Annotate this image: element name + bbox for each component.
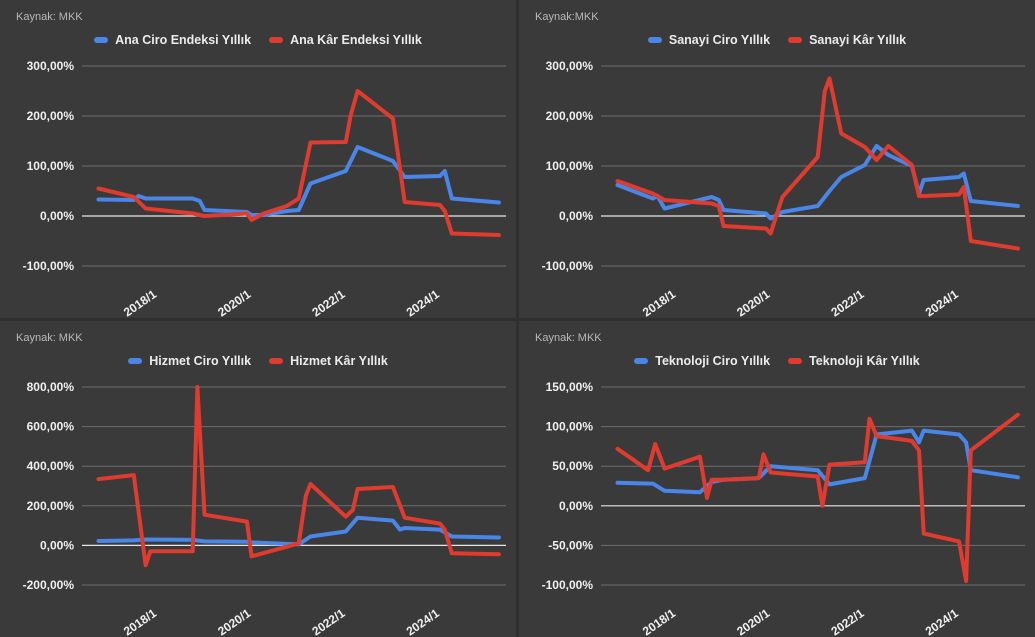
y-tick-label: 0,00%: [559, 209, 593, 223]
x-tick-label: 2022/1: [309, 606, 347, 637]
kar-line[interactable]: [615, 76, 1020, 251]
legend: Ana Ciro Endeksi Yıllık Ana Kâr Endeksi …: [0, 33, 516, 47]
y-tick-label: 0,00%: [40, 209, 74, 223]
legend-label-ciro: Ana Ciro Endeksi Yıllık: [115, 33, 252, 47]
legend-item-ciro[interactable]: Hizmet Ciro Yıllık: [128, 354, 251, 368]
legend-label-ciro: Hizmet Ciro Yıllık: [149, 354, 252, 368]
y-tick-label: 150,00%: [546, 380, 594, 394]
legend-label-kar: Ana Kâr Endeksi Yıllık: [290, 33, 422, 47]
y-tick-label: 200,00%: [27, 499, 75, 513]
legend-item-kar[interactable]: Ana Kâr Endeksi Yıllık: [269, 33, 422, 47]
y-tick-label: -50,00%: [548, 538, 593, 552]
y-tick-label: 100,00%: [546, 420, 594, 434]
chart-plot: -200,00% 0,00% 200,00% 400,00% 600,00% 800,00…: [23, 380, 506, 637]
source-label: Kaynak: MKK: [16, 332, 83, 344]
legend-item-kar[interactable]: Teknoloji Kâr Yıllık: [788, 354, 920, 368]
y-tick-label: -200,00%: [23, 578, 75, 592]
y-tick-label: 100,00%: [27, 159, 75, 173]
chart-panel-hizmet: Kaynak: MKK Hizmet Ciro Yıllık Hizmet Kâ…: [0, 321, 516, 637]
legend-item-kar[interactable]: Hizmet Kâr Yıllık: [269, 354, 388, 368]
x-tick-label: 2022/1: [828, 287, 866, 318]
chart-panel-teknoloji: Kaynak: MKK Teknoloji Ciro Yıllık Teknol…: [519, 321, 1035, 637]
x-tick-label: 2018/1: [121, 606, 159, 637]
y-tick-label: 100,00%: [546, 159, 594, 173]
y-tick-label: 400,00%: [27, 459, 75, 473]
legend-swatch-kar: [269, 358, 284, 364]
legend: Sanayi Ciro Yıllık Sanayi Kâr Yıllık: [519, 33, 1035, 47]
kar-line[interactable]: [96, 385, 501, 568]
legend-swatch-kar: [269, 37, 284, 43]
x-tick-label: 2024/1: [404, 606, 442, 637]
legend-swatch-ciro: [128, 358, 143, 364]
legend: Teknoloji Ciro Yıllık Teknoloji Kâr Yıll…: [519, 354, 1035, 368]
legend-swatch-kar: [788, 37, 803, 43]
legend-label-kar: Sanayi Kâr Yıllık: [809, 33, 907, 47]
ciro-line[interactable]: [615, 428, 1020, 495]
ciro-line[interactable]: [96, 515, 501, 547]
source-label: Kaynak: MKK: [535, 332, 602, 344]
x-tick-label: 2018/1: [640, 287, 678, 318]
legend-label-kar: Teknoloji Kâr Yıllık: [809, 354, 920, 368]
y-tick-label: 800,00%: [27, 380, 75, 394]
ciro-line[interactable]: [96, 145, 501, 217]
y-tick-label: 50,00%: [552, 459, 593, 473]
legend-swatch-ciro: [94, 37, 109, 43]
y-tick-label: 200,00%: [546, 109, 594, 123]
chart-panel-ana: Kaynak: MKK Ana Ciro Endeksi Yıllık Ana …: [0, 0, 516, 318]
y-tick-label: 300,00%: [546, 59, 594, 73]
y-tick-label: -100,00%: [542, 259, 594, 273]
legend-label-ciro: Teknoloji Ciro Yıllık: [655, 354, 771, 368]
y-tick-label: 0,00%: [40, 538, 74, 552]
chart-plot: -100,00% -50,00% 0,00% 50,00% 100,00% 150,00%…: [542, 380, 1025, 637]
y-tick-label: 200,00%: [27, 109, 75, 123]
chart-plot: -100,00% 0,00% 100,00% 200,00% 300,00% 2018/1…: [542, 59, 1025, 318]
legend: Hizmet Ciro Yıllık Hizmet Kâr Yıllık: [0, 354, 516, 368]
x-tick-label: 2020/1: [734, 287, 772, 318]
legend-swatch-ciro: [634, 358, 649, 364]
x-tick-label: 2020/1: [215, 606, 253, 637]
x-tick-label: 2022/1: [828, 606, 866, 637]
x-tick-label: 2018/1: [640, 606, 678, 637]
x-tick-label: 2022/1: [309, 287, 347, 318]
y-tick-label: -100,00%: [23, 259, 75, 273]
legend-item-ciro[interactable]: Teknoloji Ciro Yıllık: [634, 354, 770, 368]
source-label: Kaynak:MKK: [535, 11, 599, 23]
legend-swatch-ciro: [647, 37, 662, 43]
kar-line[interactable]: [96, 89, 501, 237]
legend-item-kar[interactable]: Sanayi Kâr Yıllık: [788, 33, 906, 47]
x-tick-label: 2024/1: [923, 606, 961, 637]
legend-label-ciro: Sanayi Ciro Yıllık: [668, 33, 771, 47]
y-tick-label: 0,00%: [559, 499, 593, 513]
source-label: Kaynak: MKK: [16, 11, 83, 23]
legend-item-ciro[interactable]: Sanayi Ciro Yıllık: [647, 33, 771, 47]
x-tick-label: 2024/1: [404, 287, 442, 318]
chart-panel-sanayi: Kaynak:MKK Sanayi Ciro Yıllık Sanayi Kâr…: [519, 0, 1035, 318]
x-tick-label: 2024/1: [923, 287, 961, 318]
legend-swatch-kar: [788, 358, 803, 364]
legend-label-kar: Hizmet Kâr Yıllık: [290, 354, 388, 368]
kar-line[interactable]: [615, 412, 1020, 583]
y-tick-label: 300,00%: [27, 59, 75, 73]
x-tick-label: 2018/1: [121, 287, 159, 318]
chart-plot: -100,00% 0,00% 100,00% 200,00% 300,00% 2018/1…: [23, 59, 506, 318]
y-tick-label: 600,00%: [27, 420, 75, 434]
legend-item-ciro[interactable]: Ana Ciro Endeksi Yıllık: [94, 33, 251, 47]
x-tick-label: 2020/1: [734, 606, 772, 637]
x-tick-label: 2020/1: [215, 287, 253, 318]
y-tick-label: -100,00%: [542, 578, 594, 592]
